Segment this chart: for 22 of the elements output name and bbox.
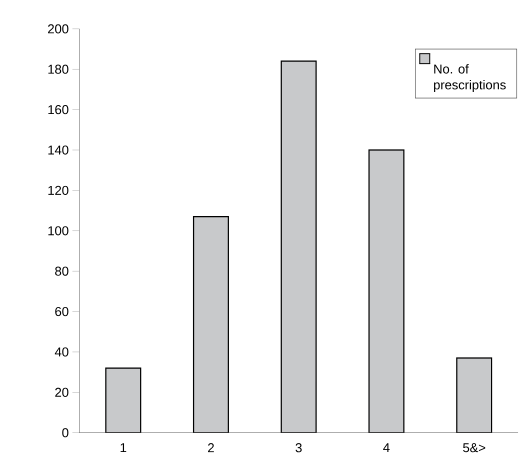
- text: No. of prescriptions: [434, 64, 506, 92]
- bar: [280, 60, 317, 433]
- x-tick-label: 5&>: [463, 443, 486, 452]
- x-tick-label: 4: [383, 443, 390, 452]
- x-tick-label: 3: [296, 443, 302, 453]
- y-tick-label: 200: [48, 24, 68, 34]
- y-tick-label: 180: [48, 64, 68, 74]
- y-tick-label: 140: [48, 146, 68, 155]
- bar: [456, 358, 492, 433]
- y-tick-label: 100: [48, 226, 68, 236]
- bar: [192, 216, 229, 433]
- y-tick-label: 120: [48, 186, 68, 196]
- y-tick-label: 40: [54, 348, 68, 357]
- bar: [368, 150, 404, 433]
- y-tick-label: 60: [55, 307, 68, 316]
- bar: [105, 368, 142, 433]
- y-tick-label: 0: [62, 428, 68, 438]
- y-tick-label: 80: [55, 266, 68, 276]
- x-tick-label: 2: [208, 443, 214, 452]
- x-tick-label: 1: [120, 443, 126, 452]
- y-tick-label: 20: [55, 388, 68, 398]
- y-tick-label: 160: [48, 105, 68, 114]
